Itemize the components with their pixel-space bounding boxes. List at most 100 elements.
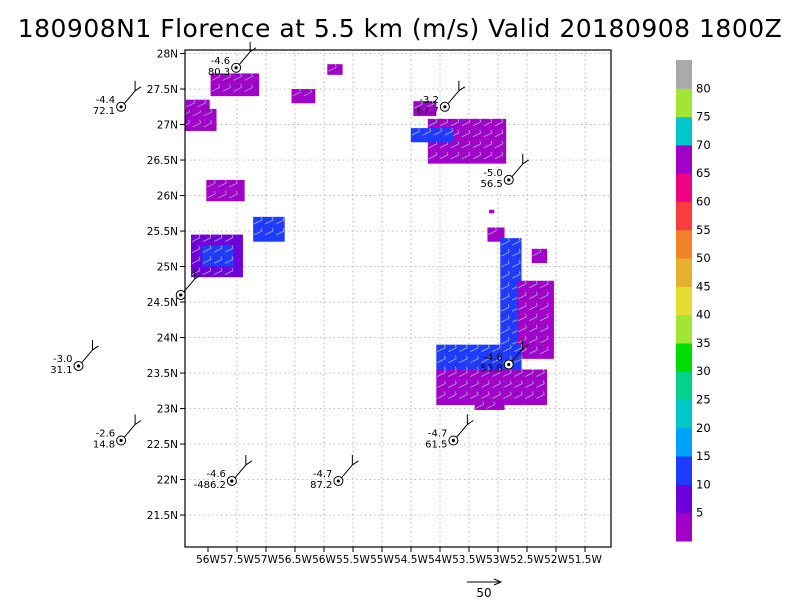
colorbar-segment [676, 314, 692, 344]
wind-barb [461, 151, 471, 160]
station-value-top: -4.7 [428, 429, 448, 440]
wind-barb [202, 267, 212, 275]
wind-barb [450, 151, 460, 160]
station-value-bottom: 53.8 [480, 364, 502, 375]
wind-barb [264, 227, 274, 236]
station-value-top: -2.6 [96, 429, 116, 440]
station-value-bottom: 14.8 [93, 440, 115, 451]
wind-barb [459, 380, 468, 388]
lat-tick-label: 22.5N [147, 439, 178, 451]
wind-barb [292, 88, 301, 97]
lat-tick-label: 24N [157, 333, 178, 345]
wind-barb [540, 335, 549, 344]
station-value-top: -3.0 [53, 354, 73, 365]
station-value-bottom: 72.1 [93, 106, 115, 117]
wind-barb [472, 118, 482, 127]
wind-barb [512, 238, 521, 246]
wind-barb [275, 216, 285, 225]
station-marker-dot [507, 362, 511, 367]
wind-speed-patch [327, 64, 343, 75]
wind-barb [461, 118, 471, 127]
wind-barb [428, 118, 438, 127]
colorbar-label: 30 [696, 364, 711, 378]
station-value-bottom: 61.5 [425, 440, 447, 451]
wind-barb [529, 302, 538, 311]
wind-speed-patch [413, 101, 437, 117]
wind-barb [525, 369, 534, 377]
station-marker-dot [76, 364, 81, 368]
wind-barb [529, 280, 538, 289]
wind-barb [244, 84, 253, 92]
station-wind-barb [340, 454, 359, 479]
grid-layer [185, 50, 611, 547]
wind-barb [448, 380, 457, 388]
colorbar-label: 65 [696, 166, 711, 180]
wind-barb [503, 369, 512, 377]
wind-barb [213, 245, 223, 253]
colorbar-label: 75 [696, 110, 711, 124]
wind-speed-patch [206, 179, 245, 202]
wind-barb [518, 313, 527, 322]
wind-barb [459, 344, 468, 353]
wind-barb [486, 401, 496, 409]
wind-barb [437, 380, 446, 388]
wind-barb [514, 391, 523, 399]
station-value-bottom: 80.3 [208, 67, 230, 78]
wind-barb [529, 335, 538, 344]
station-wind-barb [123, 80, 142, 105]
wind-barb [264, 216, 274, 225]
lat-tick-label: 27.5N [147, 84, 178, 96]
wind-barb [536, 391, 545, 399]
wind-barb [514, 380, 523, 388]
wind-barb [433, 127, 443, 136]
lon-tick-label: 55.5W [336, 554, 370, 566]
wind-barb [529, 313, 538, 322]
station-value-top: -4.6 [211, 56, 231, 67]
lat-tick-label: 23.5N [147, 368, 178, 380]
wind-barb [439, 151, 449, 160]
wind-barb [450, 140, 460, 149]
wind-barb [428, 151, 438, 160]
wind-barb [185, 119, 191, 126]
station-marker-dot [443, 105, 447, 109]
colorbar-segment [676, 173, 692, 202]
wind-barb [501, 293, 510, 301]
station-wind-barb [234, 454, 253, 479]
wind-barb [439, 118, 449, 127]
station-value-top: -4.6 [206, 469, 226, 480]
station-wind-barb [81, 339, 99, 364]
lat-tick-label: 21.5N [147, 510, 178, 522]
colorbar-label: 20 [696, 421, 711, 435]
wind-barb [411, 127, 421, 136]
lat-tick-label: 23N [157, 404, 178, 416]
wind-barb [253, 227, 263, 236]
colorbar-segment [676, 512, 692, 542]
wind-barb [525, 391, 534, 399]
wind-barb [191, 245, 201, 253]
wind-barb [529, 324, 538, 333]
wind-barb [492, 391, 501, 399]
colorbar-segment [676, 116, 692, 146]
wind-barb [213, 267, 223, 275]
wind-barb [494, 118, 504, 127]
wind-barb [514, 344, 523, 353]
lat-tick-label: 26.5N [147, 155, 178, 167]
wind-barb [501, 249, 510, 257]
wind-barb [414, 100, 423, 109]
wind-barb [470, 391, 479, 399]
wind-barb [224, 234, 234, 242]
wind-speed-patch [500, 238, 522, 366]
wind-barb [459, 369, 468, 377]
lat-tick-label: 24.5N [147, 297, 178, 309]
wind-barb [492, 355, 501, 364]
wind-barb [540, 346, 549, 355]
wind-barb [512, 271, 521, 279]
wind-barb [191, 234, 201, 242]
wind-barb [303, 88, 312, 97]
wind-barb [224, 256, 234, 264]
colorbar-label: 55 [696, 223, 711, 237]
colorbar-label: 15 [696, 449, 711, 463]
wind-barb [218, 179, 227, 188]
plot-frame [184, 49, 612, 548]
lon-tick-label: 52W [544, 554, 568, 566]
